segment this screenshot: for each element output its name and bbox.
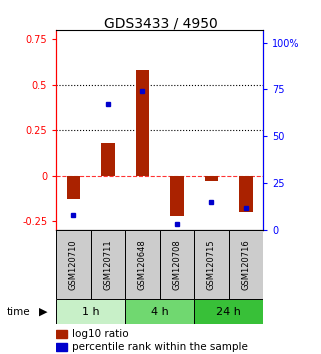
Bar (66, 176, 80, 199)
Text: GSM120648: GSM120648 (138, 239, 147, 290)
Bar (194, 299, 263, 324)
Text: GSM120710: GSM120710 (69, 239, 78, 290)
Bar (56, 330, 66, 338)
Text: 4 h: 4 h (151, 307, 169, 316)
Bar (135, 70, 149, 176)
Text: GSM120715: GSM120715 (207, 239, 216, 290)
Bar (239, 176, 253, 212)
Text: log10 ratio: log10 ratio (72, 329, 128, 339)
Text: GSM120711: GSM120711 (103, 239, 112, 290)
Text: GSM120708: GSM120708 (172, 239, 181, 290)
Text: GDS3433 / 4950: GDS3433 / 4950 (104, 16, 217, 30)
Bar (125, 230, 160, 299)
Bar (91, 230, 125, 299)
Bar (194, 230, 229, 299)
Text: GSM120716: GSM120716 (241, 239, 250, 290)
Bar (125, 299, 194, 324)
Text: percentile rank within the sample: percentile rank within the sample (72, 342, 247, 352)
Bar (229, 230, 263, 299)
Bar (56, 230, 91, 299)
Text: 24 h: 24 h (216, 307, 241, 316)
Bar (101, 143, 115, 176)
Bar (56, 299, 125, 324)
Bar (204, 176, 218, 181)
Text: time: time (6, 307, 30, 316)
Bar (160, 230, 194, 299)
Text: ▶: ▶ (39, 307, 48, 316)
Text: 1 h: 1 h (82, 307, 100, 316)
Bar (56, 343, 66, 351)
Bar (170, 176, 184, 216)
